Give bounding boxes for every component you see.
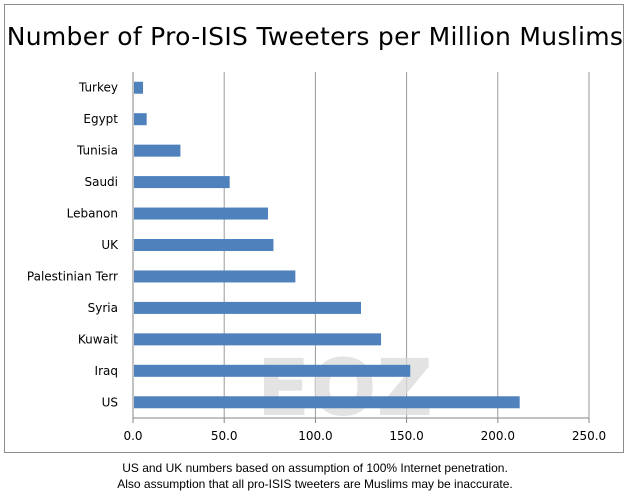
x-tick-label: 250.0 bbox=[572, 429, 606, 443]
chart-frame bbox=[4, 4, 624, 453]
category-label: Iraq bbox=[95, 364, 118, 378]
category-label: Tunisia bbox=[76, 144, 118, 158]
category-label: Syria bbox=[88, 301, 118, 315]
category-label: Kuwait bbox=[78, 332, 118, 346]
bar-tunisia bbox=[134, 144, 181, 157]
category-label: UK bbox=[101, 238, 119, 252]
x-tick-label: 200.0 bbox=[481, 429, 515, 443]
bar-uk bbox=[134, 239, 274, 251]
bar-lebanon bbox=[134, 207, 268, 220]
x-axis-ticks: 0.0 50.0 100.0 150.0 200.0 250.0 bbox=[123, 429, 606, 443]
footnote: US and UK numbers based on assumption of… bbox=[0, 460, 630, 492]
bar-kuwait bbox=[134, 333, 382, 346]
chart-title: Number of Pro-ISIS Tweeters per Million … bbox=[6, 22, 624, 51]
bars bbox=[134, 81, 520, 409]
bar-iraq bbox=[134, 364, 411, 377]
category-label: Egypt bbox=[83, 112, 118, 126]
eoz-watermark: EOZ bbox=[257, 344, 433, 434]
bar-us bbox=[134, 396, 520, 409]
category-label: Turkey bbox=[78, 81, 118, 95]
x-tick-label: 150.0 bbox=[389, 429, 423, 443]
x-tick-label: 100.0 bbox=[298, 429, 332, 443]
x-tick-label: 0.0 bbox=[123, 429, 142, 443]
x-tick-label: 50.0 bbox=[211, 429, 238, 443]
footnote-line-1: US and UK numbers based on assumption of… bbox=[122, 461, 508, 475]
category-label: Saudi bbox=[84, 175, 118, 189]
bar-palestinian-terr bbox=[134, 270, 296, 283]
category-label: Lebanon bbox=[67, 207, 118, 221]
category-labels: Turkey Egypt Tunisia Saudi Lebanon UK Palestin… bbox=[27, 81, 119, 410]
bar-saudi bbox=[134, 176, 230, 189]
footnote-line-2: Also assumption that all pro-ISIS tweete… bbox=[117, 477, 513, 491]
bar-syria bbox=[134, 301, 361, 314]
bar-egypt bbox=[134, 113, 147, 126]
bar-turkey bbox=[134, 81, 144, 94]
category-label: US bbox=[102, 395, 118, 409]
category-label: Palestinian Terr bbox=[27, 269, 118, 283]
